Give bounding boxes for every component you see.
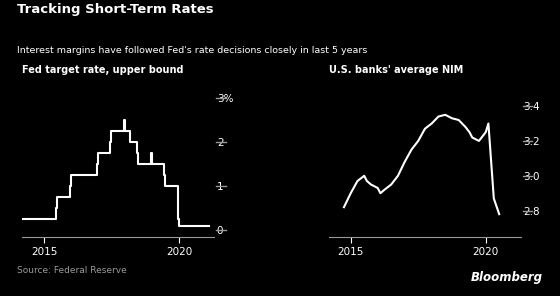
Text: Interest margins have followed Fed's rate decisions closely in last 5 years: Interest margins have followed Fed's rat… [17,46,367,55]
Text: Tracking Short-Term Rates: Tracking Short-Term Rates [17,3,213,16]
Text: Bloomberg: Bloomberg [471,271,543,284]
Text: Fed target rate, upper bound: Fed target rate, upper bound [22,65,184,75]
Text: U.S. banks' average NIM: U.S. banks' average NIM [329,65,463,75]
Text: Source: Federal Reserve: Source: Federal Reserve [17,266,127,275]
